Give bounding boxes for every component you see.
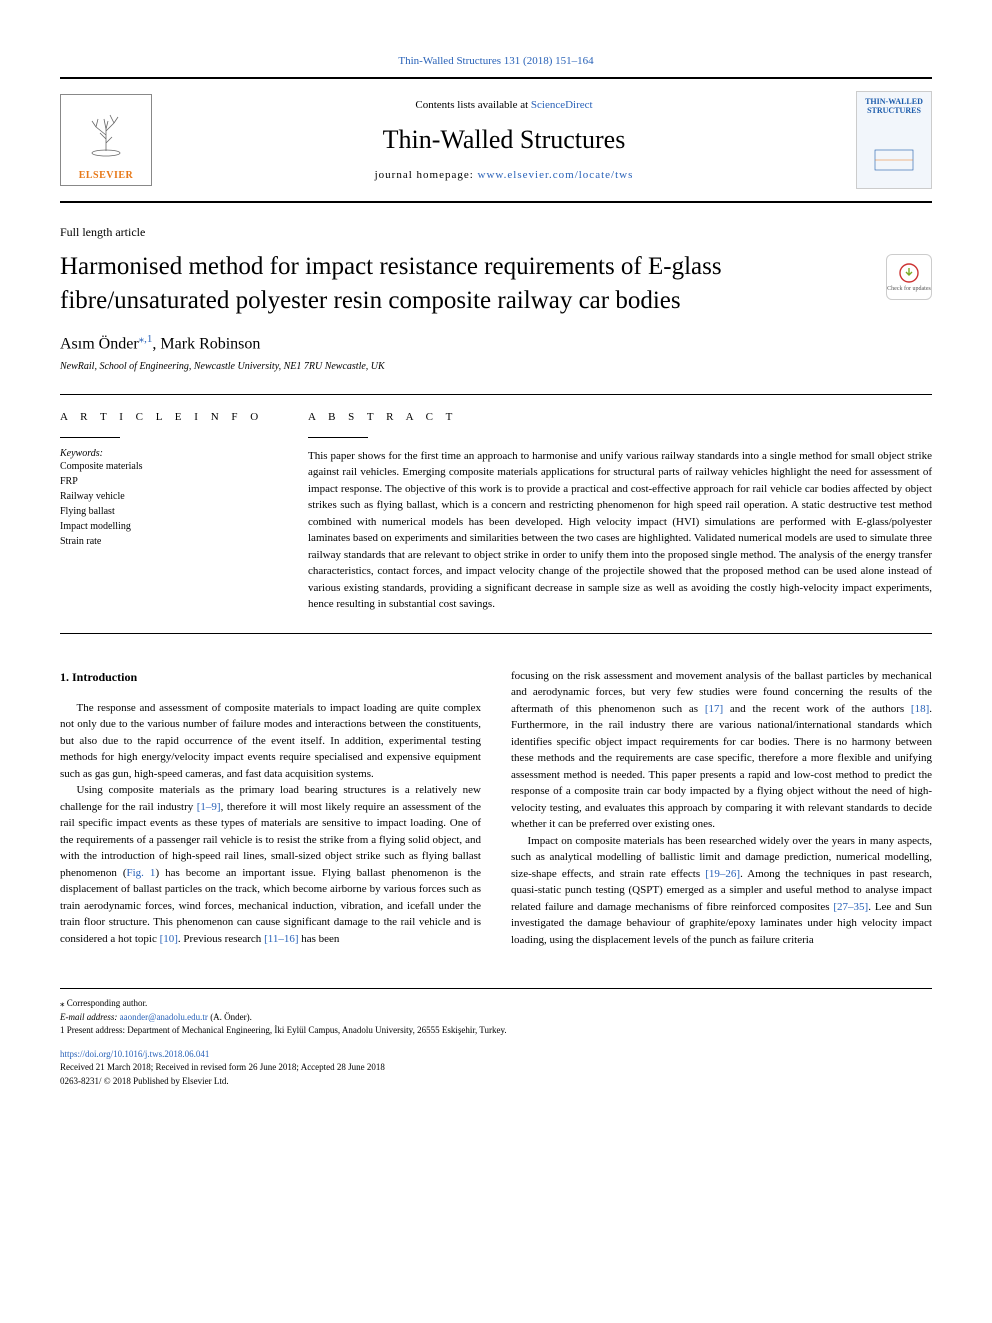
check-updates-label: Check for updates	[887, 286, 931, 292]
issn-line: 0263-8231/ © 2018 Published by Elsevier …	[60, 1075, 932, 1089]
body-paragraph: focusing on the risk assessment and move…	[511, 668, 932, 833]
corresponding-note: ⁎ Corresponding author.	[60, 997, 932, 1011]
citation-link[interactable]: Thin-Walled Structures 131 (2018) 151–16…	[398, 55, 593, 67]
author-marks: ⁎,1	[139, 333, 153, 345]
homepage-link[interactable]: www.elsevier.com/locate/tws	[478, 169, 634, 181]
cover-graphic-icon	[869, 146, 919, 176]
section-heading: 1. Introduction	[60, 668, 481, 686]
article-info-label: A R T I C L E I N F O	[60, 411, 270, 423]
article-type: Full length article	[60, 225, 932, 240]
citation-link[interactable]: [18]	[911, 703, 929, 715]
journal-header: ELSEVIER Contents lists available at Sci…	[60, 77, 932, 203]
citation-link[interactable]: [17]	[705, 703, 723, 715]
received-line: Received 21 March 2018; Received in revi…	[60, 1061, 932, 1075]
body-column-right: focusing on the risk assessment and move…	[511, 668, 932, 949]
elsevier-tree-icon	[76, 101, 136, 161]
abstract-label: A B S T R A C T	[308, 411, 932, 423]
short-rule	[60, 437, 120, 438]
publisher-logo: ELSEVIER	[60, 94, 152, 186]
citation-link[interactable]: [19–26]	[705, 868, 740, 880]
citation-header: Thin-Walled Structures 131 (2018) 151–16…	[60, 55, 932, 67]
doi-link[interactable]: https://doi.org/10.1016/j.tws.2018.06.04…	[60, 1049, 209, 1059]
citation-link[interactable]: [1–9]	[197, 801, 221, 813]
citation-link[interactable]: [11–16]	[264, 933, 298, 945]
abstract-text: This paper shows for the first time an a…	[308, 448, 932, 613]
homepage-line: journal homepage: www.elsevier.com/locat…	[170, 169, 838, 181]
short-rule	[308, 437, 368, 438]
body-paragraph: The response and assessment of composite…	[60, 700, 481, 783]
keyword-item: Impact modelling	[60, 519, 270, 534]
keyword-item: Railway vehicle	[60, 489, 270, 504]
journal-cover: THIN-WALLED STRUCTURES	[856, 91, 932, 189]
publisher-name: ELSEVIER	[79, 170, 134, 181]
keyword-item: Strain rate	[60, 534, 270, 549]
citation-link[interactable]: [27–35]	[833, 901, 868, 913]
sciencedirect-link[interactable]: ScienceDirect	[531, 99, 593, 111]
footnotes: ⁎ Corresponding author. E-mail address: …	[60, 988, 932, 1038]
keyword-item: Composite materials	[60, 459, 270, 474]
affiliation: NewRail, School of Engineering, Newcastl…	[60, 361, 932, 372]
rule-divider	[60, 394, 932, 395]
body-column-left: 1. Introduction The response and assessm…	[60, 668, 481, 949]
author-primary: Asım Önder	[60, 335, 139, 352]
email-link[interactable]: aaonder@anadolu.edu.tr	[120, 1012, 208, 1022]
citation-link[interactable]: [10]	[160, 933, 178, 945]
authors-line: Asım Önder⁎,1, Mark Robinson	[60, 332, 932, 353]
article-title: Harmonised method for impact resistance …	[60, 250, 868, 318]
contents-line: Contents lists available at ScienceDirec…	[170, 99, 838, 111]
author-rest: , Mark Robinson	[152, 335, 260, 352]
check-updates-badge[interactable]: Check for updates	[886, 254, 932, 300]
keywords-label: Keywords:	[60, 448, 270, 459]
keywords-list: Composite materials FRP Railway vehicle …	[60, 459, 270, 549]
check-updates-icon	[898, 262, 920, 284]
cover-title: THIN-WALLED STRUCTURES	[861, 98, 927, 116]
footer-meta: https://doi.org/10.1016/j.tws.2018.06.04…	[60, 1048, 932, 1089]
journal-title: Thin-Walled Structures	[170, 125, 838, 155]
keyword-item: FRP	[60, 474, 270, 489]
body-columns: 1. Introduction The response and assessm…	[60, 668, 932, 949]
figure-ref[interactable]: Fig. 1	[127, 867, 156, 879]
present-address-note: 1 Present address: Department of Mechani…	[60, 1024, 932, 1038]
keyword-item: Flying ballast	[60, 504, 270, 519]
body-paragraph: Impact on composite materials has been r…	[511, 833, 932, 949]
body-paragraph: Using composite materials as the primary…	[60, 782, 481, 947]
email-note: E-mail address: aaonder@anadolu.edu.tr (…	[60, 1011, 932, 1025]
